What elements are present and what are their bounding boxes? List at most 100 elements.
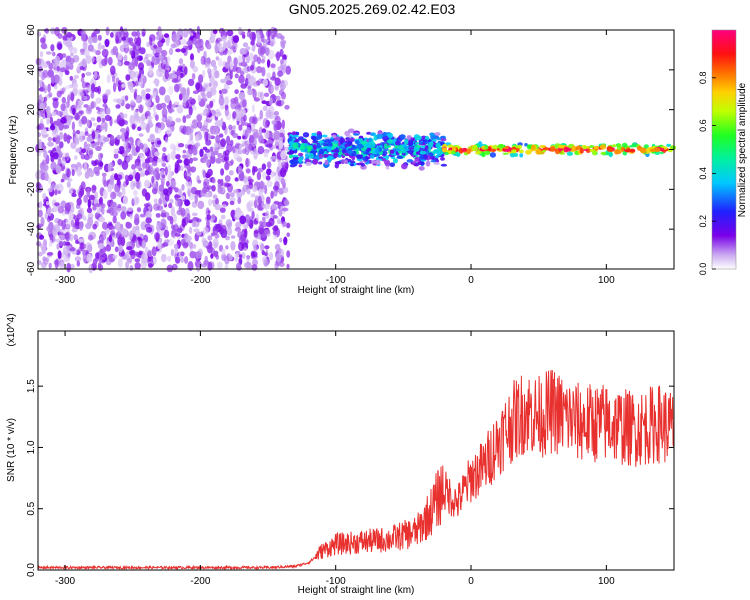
heatmap-cell (61, 53, 67, 58)
heatmap-cell (244, 143, 252, 153)
spectrogram-x-ticks: -300 -200 -100 0 100 (55, 30, 615, 286)
heatmap-cell (206, 214, 211, 221)
heatmap-cell (229, 60, 234, 70)
heatmap-cell (365, 143, 371, 148)
heatmap-cell (246, 46, 251, 51)
heatmap-cell (298, 152, 304, 157)
heatmap-cell (233, 189, 239, 194)
heatmap-cell (129, 213, 133, 220)
heatmap-cell (49, 239, 53, 247)
heatmap-cell (261, 66, 266, 77)
heatmap-cell (131, 50, 136, 55)
heatmap-cell (65, 32, 73, 38)
heatmap-cell (226, 49, 234, 55)
heatmap-cell (383, 159, 391, 165)
heatmap-cell (141, 89, 146, 97)
heatmap-cell (132, 44, 137, 51)
heatmap-cell (332, 134, 337, 139)
heatmap-cell (262, 117, 269, 128)
heatmap-cell (160, 253, 167, 263)
heatmap-cell (261, 100, 267, 105)
heatmap-cell (212, 29, 218, 35)
heatmap-cell (47, 141, 54, 147)
heatmap-cell (366, 131, 372, 135)
x-tick-label: -200 (190, 576, 210, 587)
heatmap-cell (422, 139, 428, 143)
heatmap-cell (244, 228, 248, 238)
heatmap-cell (203, 181, 207, 188)
heatmap-cell (98, 198, 103, 204)
heatmap-cell (47, 136, 53, 142)
heatmap-cell (389, 162, 396, 167)
heatmap-cell (206, 244, 213, 254)
heatmap-cell (59, 261, 65, 270)
heatmap-cell (226, 29, 234, 37)
heatmap-cell (83, 104, 89, 108)
heatmap-cell (252, 132, 260, 139)
heatmap-cell (174, 187, 179, 193)
snr-frame (37, 330, 675, 571)
heatmap-cell (234, 253, 239, 262)
heatmap-cell (424, 145, 429, 150)
heatmap-cell (338, 151, 343, 156)
heatmap-cell (274, 243, 281, 251)
heatmap-cell (497, 143, 505, 149)
heatmap-cell (140, 154, 146, 164)
heatmap-cell (97, 264, 104, 271)
heatmap-cell (319, 140, 324, 144)
heatmap-cell (172, 73, 177, 80)
heatmap-cell (125, 74, 131, 81)
heatmap-cell (97, 42, 102, 51)
heatmap-cell (161, 116, 166, 123)
heatmap-cell (298, 164, 303, 168)
colorbar-tick-label: 0.8 (698, 72, 708, 85)
heatmap-cell (107, 56, 113, 66)
heatmap-cell (188, 226, 193, 234)
heatmap-cell (334, 161, 342, 165)
heatmap-cell (242, 148, 247, 155)
x-tick-label: 0 (468, 576, 474, 587)
heatmap-cell (166, 264, 174, 273)
heatmap-cell (217, 186, 224, 194)
heatmap-cell (65, 218, 71, 229)
heatmap-cell (84, 171, 90, 179)
heatmap-cell (144, 179, 151, 188)
heatmap-cell (281, 119, 285, 130)
heatmap-cell (156, 103, 163, 111)
heatmap-cell (65, 234, 70, 240)
snr-plot-area (38, 331, 674, 570)
colorbar-label: Normalized spectral amplitude (737, 82, 748, 217)
heatmap-cell (63, 255, 71, 263)
heatmap-cell (49, 116, 54, 125)
snr-y-axis-label: SNR (10 * v/v) (6, 418, 17, 482)
heatmap-cell (94, 141, 100, 146)
heatmap-cell (172, 103, 176, 109)
heatmap-cell (511, 149, 517, 154)
heatmap-cell (50, 124, 56, 131)
heatmap-cell (177, 83, 182, 89)
heatmap-cell (246, 31, 250, 38)
heatmap-cell (272, 226, 279, 232)
heatmap-cell (265, 210, 270, 220)
heatmap-cell (57, 190, 61, 195)
heatmap-cell (123, 113, 128, 119)
heatmap-cell (163, 33, 170, 38)
heatmap-cell (430, 160, 437, 163)
heatmap-cell (143, 56, 149, 64)
spectrogram-y-axis-label: Frequency (Hz) (8, 116, 19, 185)
heatmap-cell (381, 150, 388, 156)
heatmap-cell (53, 152, 59, 160)
heatmap-cell (123, 61, 131, 66)
heatmap-cell (180, 251, 185, 257)
heatmap-cell (80, 77, 85, 83)
heatmap-cell (72, 47, 78, 54)
heatmap-cell (262, 216, 266, 221)
heatmap-cell (399, 134, 406, 140)
heatmap-cell (127, 207, 133, 212)
heatmap-cell (71, 228, 78, 233)
heatmap-cell (360, 147, 367, 152)
heatmap-cell (154, 127, 162, 134)
heatmap-cell (191, 220, 196, 228)
heatmap-cell (258, 126, 263, 136)
heatmap-cell (571, 147, 576, 152)
